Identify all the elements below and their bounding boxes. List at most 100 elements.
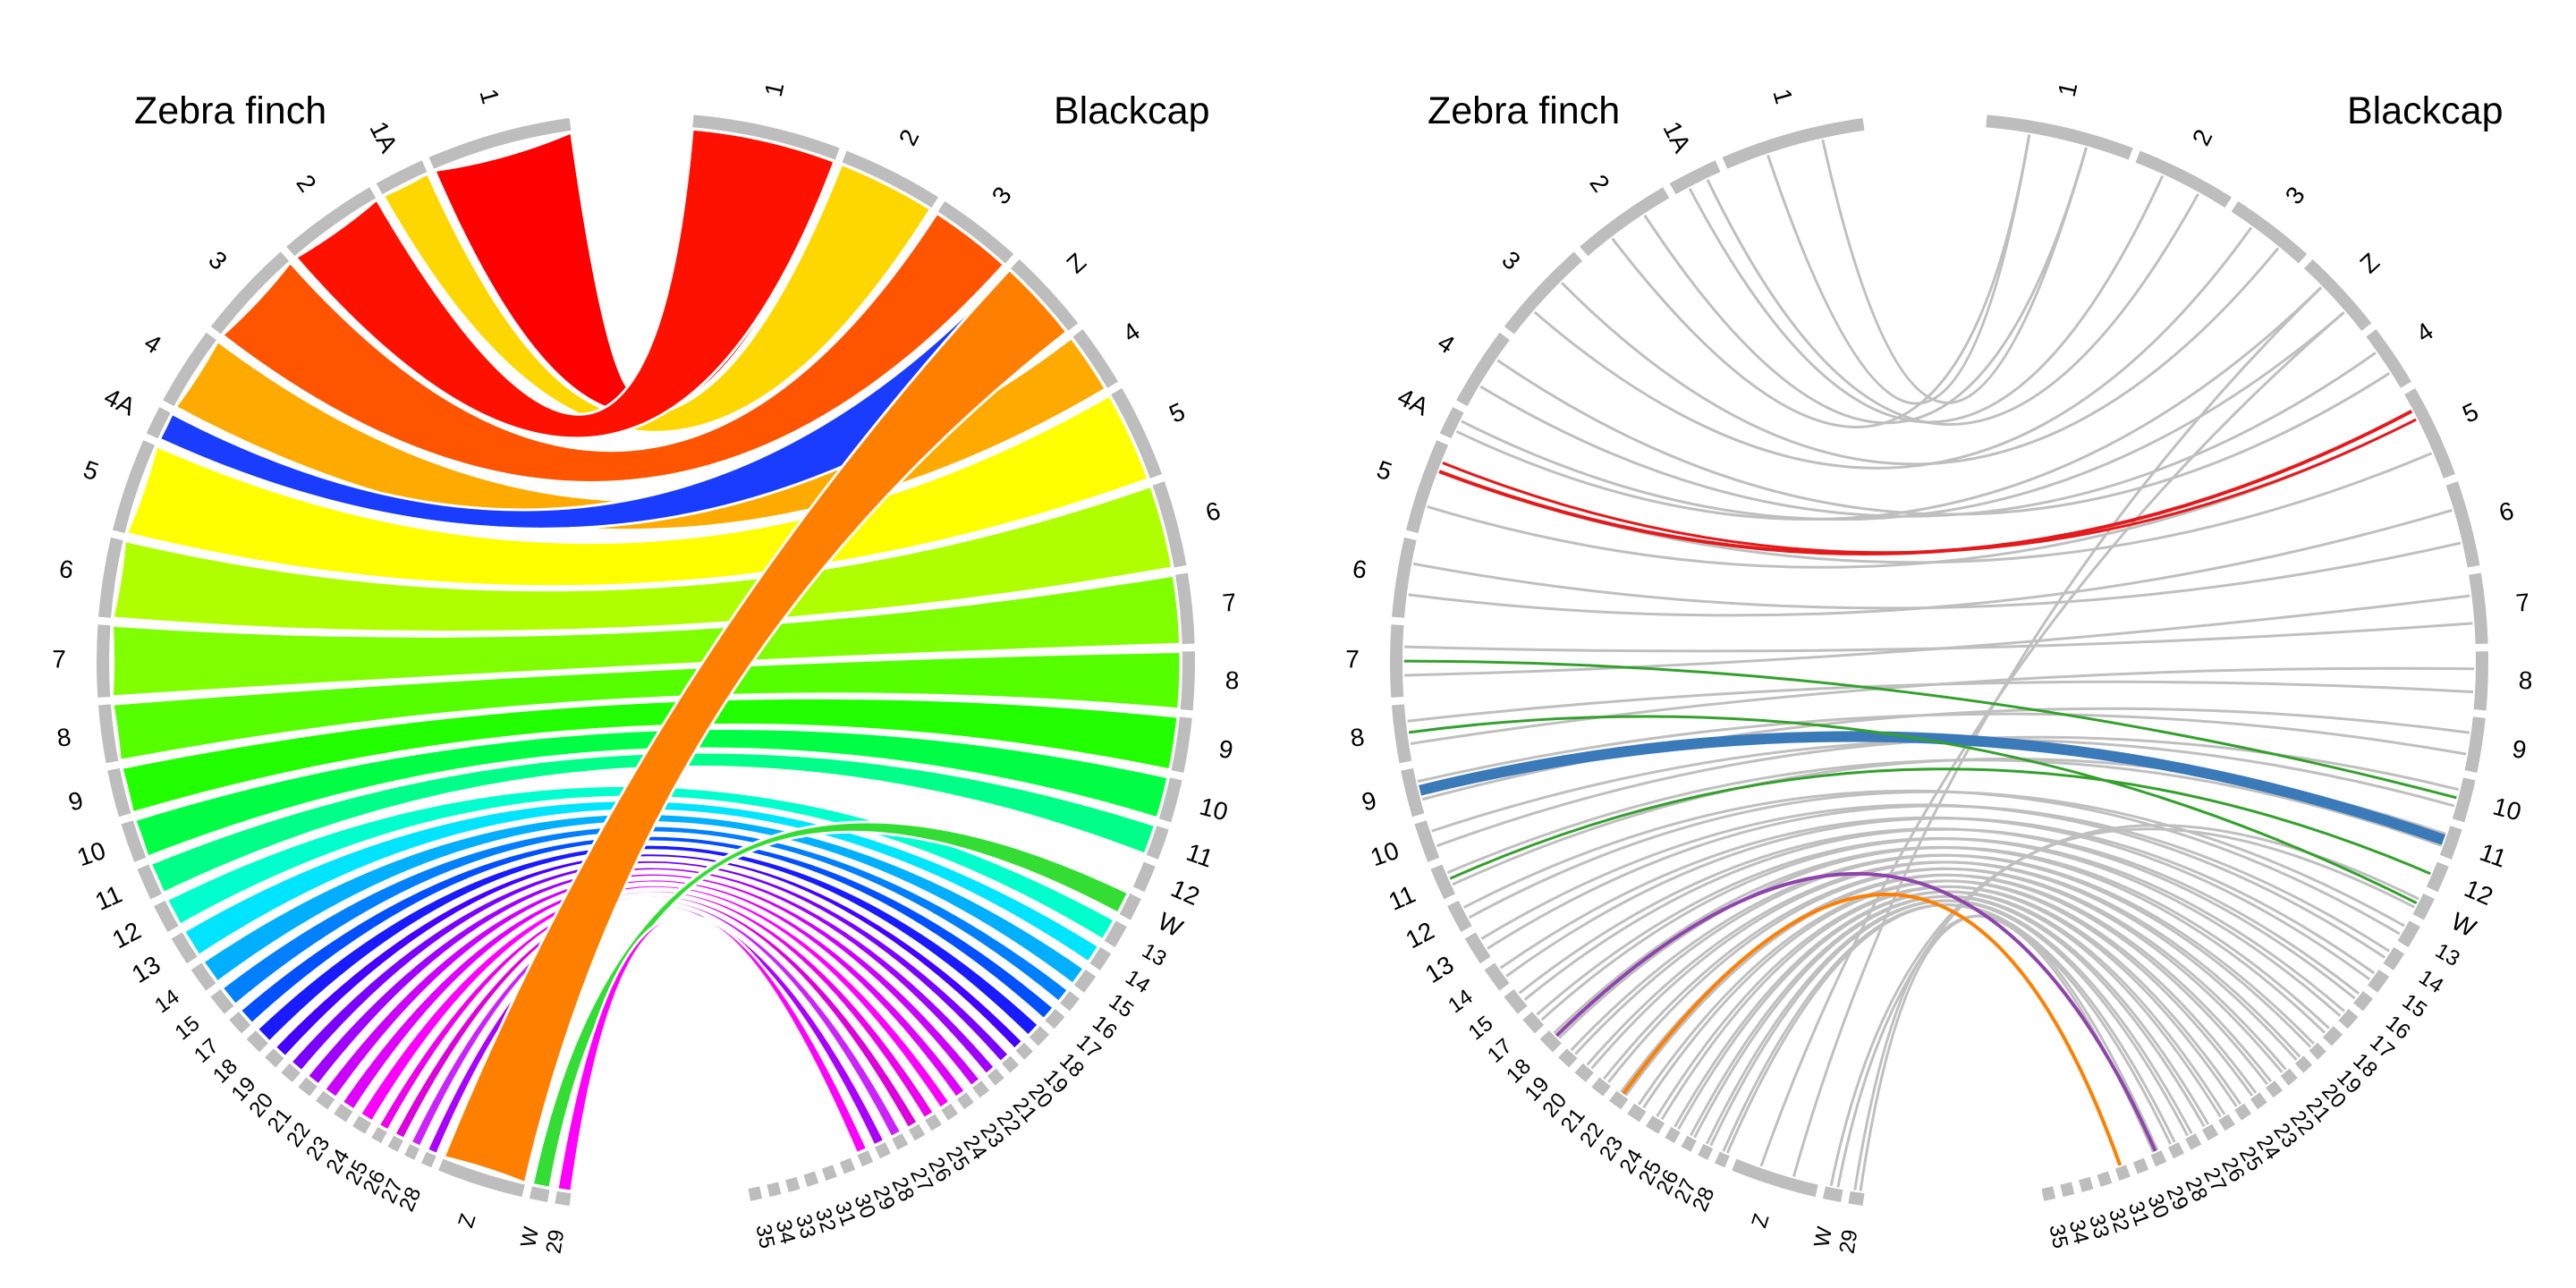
zebra-finch-chr-14: [1484, 962, 1510, 991]
zebra-finch-label-12: 12: [107, 916, 145, 953]
link-6-to-6: [1412, 541, 2462, 610]
zebra-finch-chr-2: [286, 187, 377, 257]
link-14-to-15: [1499, 816, 2371, 981]
link-highlight-green-2: [1403, 659, 2457, 800]
blackcap-chr-31: [821, 1165, 837, 1182]
zebra-finch-label-Z: Z: [453, 1211, 480, 1231]
link-W-to-W: [1829, 827, 2416, 1186]
link-Z-to-Z: [1759, 311, 2345, 1167]
zebra-finch-chr-13: [1464, 932, 1491, 964]
blackcap-chr-33: [785, 1176, 801, 1192]
zebra-finch-chr-8: [97, 704, 119, 764]
zebra-finch-label-1: 1: [474, 86, 504, 106]
blackcap-chr-8: [2473, 651, 2488, 711]
zebra-finch-label-15: 15: [1464, 1012, 1498, 1046]
ribbon-15-to-16: [219, 824, 1071, 1007]
zebra-finch-chr-17: [229, 1012, 251, 1034]
link-4-to-4: [1479, 352, 2377, 518]
link-21-to-21: [1603, 867, 2284, 1080]
blackcap-label-3: 3: [987, 182, 1017, 209]
blackcap-chr-24: [2234, 1103, 2252, 1121]
blackcap-chr-16: [2353, 991, 2373, 1012]
zebra-finch-label-W: W: [516, 1224, 544, 1250]
blackcap-chr-22: [2266, 1080, 2284, 1098]
zebra-finch-label-6: 6: [57, 555, 75, 584]
link-19-to-19: [1574, 853, 2315, 1055]
link-9-to-9: [1417, 712, 2467, 784]
blackcap-chr-17: [1045, 1008, 1065, 1030]
link-4-to-4: [1496, 359, 2391, 516]
zebra-finch-label-4A: 4A: [1394, 383, 1434, 421]
link-24-to-24: [1656, 885, 2238, 1117]
zebra-finch-chr-19: [1558, 1048, 1578, 1068]
link-8-to-8: [1407, 680, 2474, 723]
zebra-finch-chr-11: [1430, 864, 1455, 900]
link-1A-to-2: [1688, 174, 2165, 424]
zebra-finch-chr-10: [1414, 820, 1440, 862]
blackcap-label-8: 8: [2518, 666, 2533, 695]
blackcap-chr-28: [2167, 1141, 2184, 1159]
zebra-finch-label-11: 11: [1385, 880, 1419, 916]
zebra-finch-chr-6: [1392, 537, 1417, 618]
zebra-finch-chr-18: [1539, 1030, 1562, 1053]
link-3-to-3: [1533, 226, 2253, 470]
zebra-finch-chr-7: [97, 624, 111, 698]
blackcap-label-12: 12: [1167, 874, 1204, 911]
ribbon-11-to-11: [148, 750, 1157, 895]
ribbon-13-to-14: [182, 799, 1101, 964]
zebra-finch-label-4: 4: [1433, 328, 1460, 360]
chromosome-track-left: [97, 114, 1195, 1207]
blackcap-label-1: 1: [759, 80, 790, 99]
zebra-finch-chr-Z: [1732, 1158, 1818, 1198]
zebra-finch-chr-4: [1456, 332, 1510, 407]
blackcap-chr-17: [2338, 1008, 2359, 1030]
zebra-finch-chr-Z: [438, 1158, 525, 1198]
zebra-finch-label-12: 12: [1401, 916, 1438, 953]
zebra-finch-chr-26: [387, 1135, 403, 1152]
blackcap-chr-1: [692, 114, 840, 160]
zebra-finch-chr-2: [1580, 187, 1670, 257]
zebra-finch-label-29: 29: [1835, 1228, 1863, 1256]
blackcap-chr-24: [941, 1103, 959, 1121]
ribbon-17-to-17: [238, 834, 1056, 1026]
blackcap-chr-10: [2452, 777, 2476, 823]
ribbon-layer: [110, 127, 1182, 1193]
link-2-to-1: [1643, 147, 2088, 425]
link-15-to-16: [1518, 827, 2356, 1000]
blackcap-chr-14: [1089, 946, 1112, 970]
zebra-finch-chr-12: [1447, 900, 1472, 933]
zebra-finch-chr-5: [112, 440, 156, 533]
ribbon-9-to-9: [119, 696, 1180, 815]
zebra-finch-chr-6: [98, 537, 123, 618]
zebra-finch-chr-21: [298, 1077, 318, 1097]
blackcap-chr-4: [1072, 329, 1119, 388]
blackcap-chr-3: [2231, 200, 2308, 264]
blackcap-label-2: 2: [2187, 125, 2218, 150]
blackcap-chr-21: [2280, 1068, 2298, 1086]
zebra-finch-chr-29: [1848, 1191, 1865, 1207]
zebra-finch-chr-4: [163, 332, 216, 407]
blackcap-label-8: 8: [1224, 666, 1240, 695]
blackcap-label-Z: Z: [1062, 248, 1092, 278]
zebra-finch-label-8: 8: [55, 723, 73, 752]
blackcap-label-W: W: [1154, 907, 1188, 943]
zebra-finch-label-2: 2: [1584, 170, 1614, 198]
zebra-finch-chr-23: [334, 1103, 353, 1123]
blackcap-label-Z: Z: [2355, 248, 2385, 278]
link-12-to-13: [1463, 789, 2401, 936]
blackcap-chr-Z: [1011, 258, 1079, 331]
link-18-to-18: [1553, 846, 2326, 1035]
link-4A-to-Z: [1455, 286, 2323, 521]
blackcap-chr-18: [1029, 1026, 1050, 1046]
blackcap-label-4: 4: [1118, 317, 1145, 347]
blackcap-chr-14: [2383, 946, 2405, 970]
ribbon-6-to-6: [111, 484, 1174, 634]
zebra-finch-chr-11: [137, 864, 162, 900]
blackcap-chr-10: [1158, 777, 1182, 823]
zebra-finch-label-11: 11: [91, 880, 126, 916]
zebra-finch-chr-17: [1522, 1012, 1545, 1034]
blackcap-label-3: 3: [2280, 182, 2310, 209]
zebra-finch-label-13: 13: [127, 950, 165, 988]
ribbon-3-to-3: [220, 211, 1006, 485]
zebra-finch-label-1: 1: [1767, 86, 1798, 106]
